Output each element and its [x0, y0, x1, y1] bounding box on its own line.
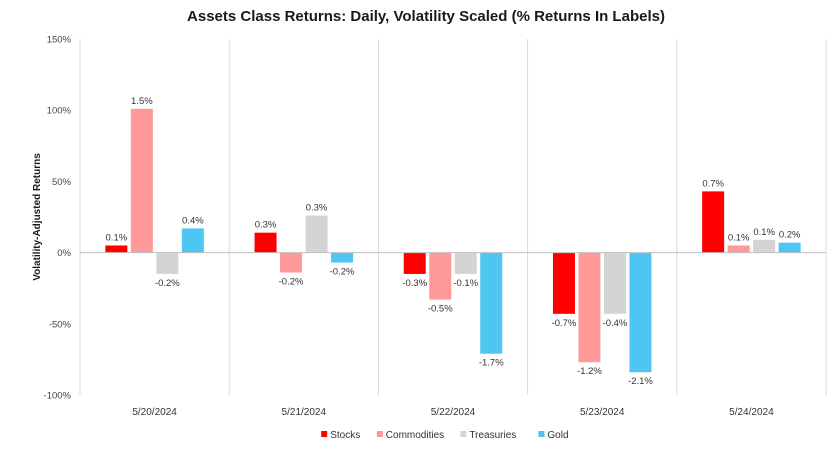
- data-label: -1.7%: [479, 358, 504, 369]
- data-labels: 0.1% 1.5% -0.2% 0.4% 0.3% -0.2% 0.3% -0.2% -0.3%…: [106, 96, 802, 387]
- bar: [552, 252, 575, 314]
- bar: [280, 252, 303, 273]
- data-label: -0.3%: [402, 278, 427, 289]
- x-category-label: 5/21/2024: [282, 407, 327, 418]
- bar: [702, 191, 725, 253]
- bar: [753, 239, 776, 253]
- legend-label: Stocks: [330, 430, 360, 441]
- data-label: -0.2%: [155, 278, 180, 289]
- x-category-label: 5/22/2024: [431, 407, 476, 418]
- category-gridlines: [79, 39, 827, 395]
- data-label: 0.3%: [306, 203, 328, 214]
- bar: [778, 242, 801, 253]
- y-axis-ticks: 150% 100% 50% 0% -50% -100%: [44, 35, 72, 402]
- data-label: 0.1%: [728, 232, 750, 243]
- y-tick-label: 150%: [47, 35, 72, 46]
- legend-swatch: [538, 431, 545, 437]
- data-label: -0.7%: [552, 318, 577, 329]
- bar: [331, 252, 354, 263]
- legend-label: Treasuries: [469, 430, 516, 441]
- legend-swatch: [321, 431, 328, 437]
- x-category-label: 5/24/2024: [729, 407, 774, 418]
- bar: [454, 252, 477, 274]
- bar: [181, 228, 204, 253]
- data-label: -0.2%: [330, 267, 355, 278]
- y-tick-label: 100%: [47, 106, 72, 117]
- data-label: -0.2%: [279, 277, 304, 288]
- data-label: 0.1%: [106, 232, 128, 243]
- data-label: -0.1%: [453, 278, 478, 289]
- legend-swatch: [376, 431, 383, 437]
- x-category-label: 5/23/2024: [580, 407, 625, 418]
- data-label: -0.5%: [428, 304, 453, 315]
- bar: [727, 245, 750, 253]
- data-label: -1.2%: [577, 366, 602, 377]
- data-label: -0.4%: [603, 318, 628, 329]
- bar: [429, 252, 452, 300]
- y-tick-label: -50%: [49, 319, 72, 330]
- x-axis-categories: 5/20/2024 5/21/2024 5/22/2024 5/23/2024 5/24…: [132, 407, 774, 418]
- y-tick-label: -100%: [44, 391, 72, 402]
- bar: [254, 232, 277, 253]
- bar: [305, 215, 328, 253]
- data-label: 0.3%: [255, 220, 277, 231]
- data-label: -2.1%: [628, 376, 653, 387]
- legend-label: Gold: [547, 430, 568, 441]
- bar: [578, 252, 601, 363]
- bar: [105, 245, 128, 253]
- y-tick-label: 50%: [52, 177, 72, 188]
- data-label: 1.5%: [131, 96, 153, 107]
- bar: [130, 108, 153, 253]
- y-tick-label: 0%: [57, 248, 71, 259]
- chart-title: Assets Class Returns: Daily, Volatility …: [187, 8, 665, 25]
- bar: [603, 252, 626, 314]
- legend-swatch: [460, 431, 467, 437]
- bar: [403, 252, 426, 274]
- bar: [156, 252, 179, 274]
- data-label: 0.7%: [702, 178, 724, 189]
- legend: Stocks Commodities Treasuries Gold: [321, 430, 569, 441]
- bars: [105, 108, 801, 373]
- y-axis-title: Volatility-Adjusted Returns: [32, 153, 43, 281]
- data-label: 0.1%: [753, 227, 775, 238]
- x-category-label: 5/20/2024: [132, 407, 177, 418]
- bar: [629, 252, 652, 373]
- data-label: 0.2%: [779, 230, 801, 241]
- bar: [480, 252, 503, 354]
- data-label: 0.4%: [182, 215, 204, 226]
- legend-label: Commodities: [386, 430, 444, 441]
